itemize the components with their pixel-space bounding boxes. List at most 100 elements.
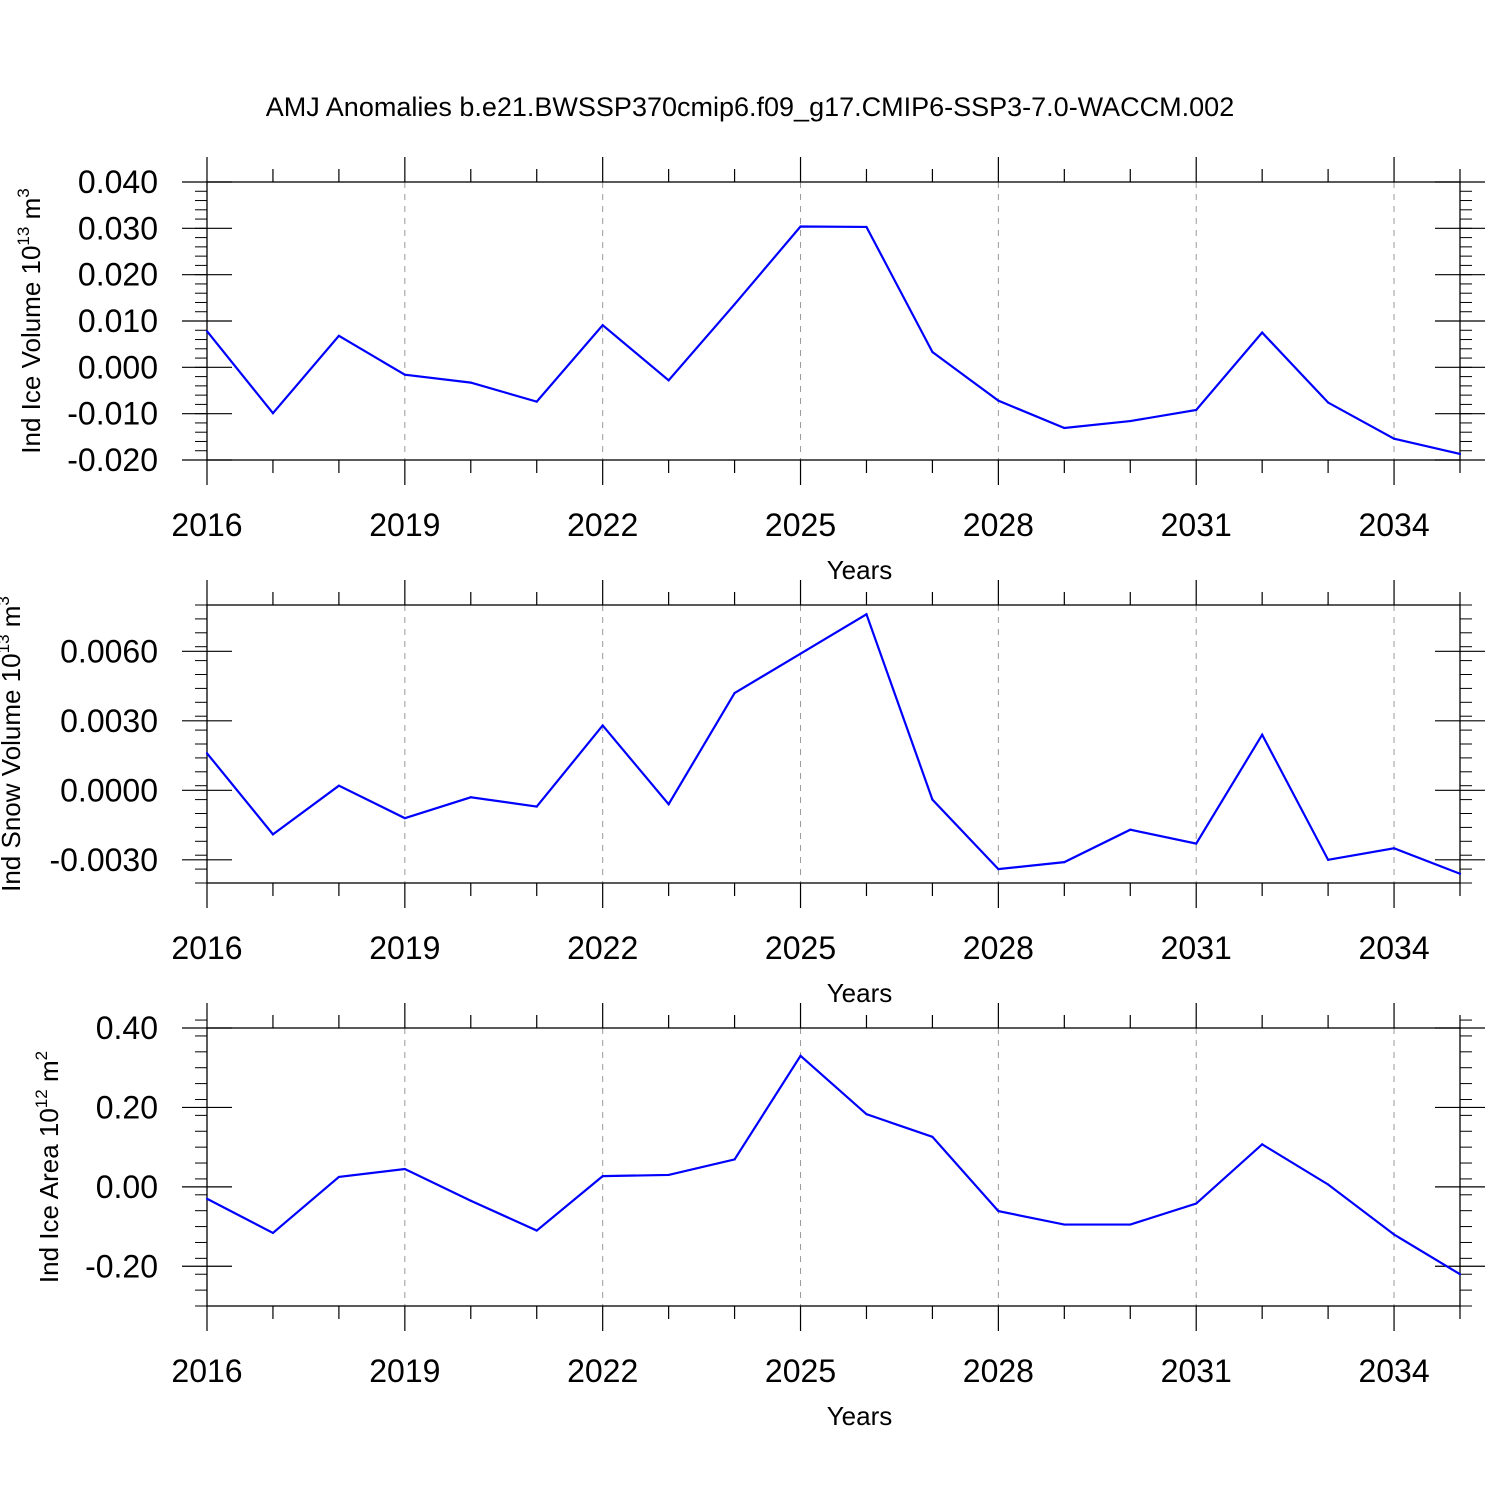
data-point xyxy=(601,724,604,727)
data-point xyxy=(469,1199,472,1202)
data-point xyxy=(403,373,406,376)
data-point xyxy=(469,796,472,799)
y-axis-title: Ind Ice Area 1012 m2 xyxy=(32,1051,64,1283)
y-tick-label: 0.40 xyxy=(96,1010,158,1046)
y-axis-title-superscript: 3 xyxy=(14,188,33,197)
data-point xyxy=(667,1173,670,1177)
y-tick-label: 0.0060 xyxy=(60,633,158,669)
data-point xyxy=(601,1175,604,1178)
data-point xyxy=(1392,437,1396,440)
data-point xyxy=(1195,1202,1198,1205)
x-axis-title: Years xyxy=(827,1401,893,1431)
data-point xyxy=(1129,419,1132,423)
y-axis-title-text: m xyxy=(0,606,26,635)
x-tick-label: 2031 xyxy=(1161,1353,1232,1389)
x-tick-label: 2034 xyxy=(1358,507,1429,543)
data-point xyxy=(337,1175,340,1179)
x-tick-label: 2025 xyxy=(765,507,836,543)
x-tick-label: 2031 xyxy=(1161,930,1232,966)
series-line xyxy=(206,1054,1461,1276)
data-point xyxy=(403,817,406,820)
series-line xyxy=(206,612,1461,875)
figure-title: AMJ Anomalies b.e21.BWSSP370cmip6.f09_g1… xyxy=(265,92,1235,122)
x-axis-title: Years xyxy=(827,978,893,1008)
data-point xyxy=(865,1113,868,1116)
y-axis-title-text: m xyxy=(16,198,46,227)
data-point xyxy=(205,752,209,755)
data-point xyxy=(667,379,670,382)
data-point xyxy=(1458,452,1462,456)
y-tick-label: 0.040 xyxy=(78,164,158,200)
x-tick-label: 2034 xyxy=(1358,930,1429,966)
data-point xyxy=(535,1229,538,1232)
data-point xyxy=(1327,858,1330,861)
y-axis-title-superscript: 13 xyxy=(14,227,33,246)
x-tick-label: 2019 xyxy=(369,1353,440,1389)
data-point xyxy=(667,803,670,806)
panel-2: -0.0030 0.0000 0.0030 0.0060 2016 2019 2022 202… xyxy=(0,580,1485,1008)
data-point xyxy=(865,225,868,229)
y-tick-label: 0.010 xyxy=(78,303,158,339)
y-tick-label: -0.0030 xyxy=(49,842,158,878)
x-tick-label: 2028 xyxy=(963,507,1034,543)
data-point xyxy=(1327,401,1330,404)
data-point xyxy=(733,303,736,306)
series-line xyxy=(206,225,1461,456)
plot-frame xyxy=(206,604,1461,884)
y-axis-title-superscript: 13 xyxy=(0,634,13,653)
data-point xyxy=(799,225,802,228)
data-point xyxy=(997,1209,1000,1213)
x-tick-label: 2019 xyxy=(369,930,440,966)
data-point xyxy=(931,1135,934,1138)
panel-1: -0.020 -0.010 0.000 0.010 0.020 0.030 0.040 201… xyxy=(14,157,1485,585)
data-point xyxy=(931,350,934,354)
plot-frame xyxy=(206,181,1461,461)
data-point xyxy=(799,1054,802,1057)
x-tick-label: 2031 xyxy=(1161,507,1232,543)
y-axis-title-superscript: 3 xyxy=(0,596,13,605)
data-point xyxy=(1458,1273,1462,1276)
data-point xyxy=(1063,1223,1066,1226)
y-tick-label: 0.020 xyxy=(78,257,158,293)
data-point xyxy=(1458,872,1462,875)
data-point xyxy=(733,691,736,695)
data-point xyxy=(535,805,538,808)
data-point xyxy=(337,784,340,787)
x-tick-label: 2034 xyxy=(1358,1353,1429,1389)
x-tick-label: 2016 xyxy=(171,1353,242,1389)
data-point xyxy=(1195,842,1198,845)
x-tick-label: 2028 xyxy=(963,1353,1034,1389)
data-point xyxy=(271,1231,275,1235)
x-tick-label: 2016 xyxy=(171,507,242,543)
y-axis-title-text: Ind Snow Volume 10 xyxy=(0,653,26,892)
data-point xyxy=(1392,1233,1396,1236)
data-point xyxy=(997,399,1000,402)
x-tick-label: 2019 xyxy=(369,507,440,543)
data-point xyxy=(931,798,934,801)
plot-frame xyxy=(206,1027,1461,1307)
y-tick-label: -0.20 xyxy=(85,1248,158,1284)
y-axis-title-superscript: 12 xyxy=(32,1089,51,1108)
x-tick-label: 2028 xyxy=(963,930,1034,966)
y-axis-title-text: Ind Ice Volume 10 xyxy=(16,246,46,454)
y-axis-title: Ind Snow Volume 1013 m3 xyxy=(0,596,26,892)
x-tick-label: 2016 xyxy=(171,930,242,966)
data-point xyxy=(1327,1183,1330,1186)
data-point xyxy=(1063,861,1066,864)
y-axis-title-superscript: 2 xyxy=(32,1051,51,1060)
x-tick-label: 2025 xyxy=(765,1353,836,1389)
y-tick-label: 0.00 xyxy=(96,1169,158,1205)
data-point xyxy=(865,613,868,616)
data-point xyxy=(1261,1143,1264,1146)
data-point xyxy=(205,1197,209,1200)
x-tick-label: 2022 xyxy=(567,1353,638,1389)
data-point xyxy=(1392,847,1396,850)
data-point xyxy=(601,324,604,327)
y-tick-label: -0.010 xyxy=(67,396,158,432)
x-tick-label: 2022 xyxy=(567,507,638,543)
data-point xyxy=(1063,426,1066,430)
y-tick-label: 0.000 xyxy=(78,349,158,385)
x-tick-label: 2025 xyxy=(765,930,836,966)
x-axis-title: Years xyxy=(827,555,893,585)
